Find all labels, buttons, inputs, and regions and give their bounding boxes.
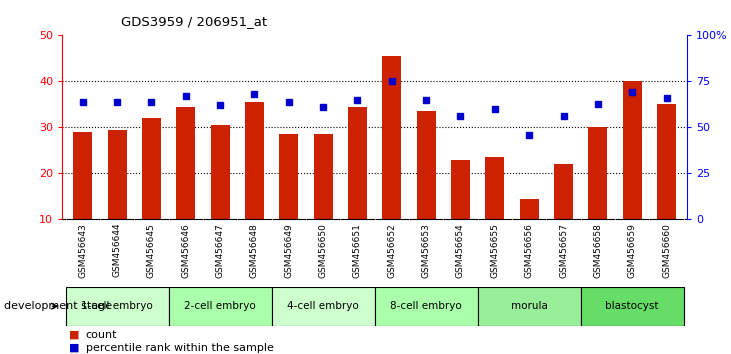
Text: GSM456659: GSM456659 xyxy=(628,223,637,278)
Bar xyxy=(245,102,264,219)
Text: 1-cell embryo: 1-cell embryo xyxy=(81,301,153,311)
Text: GSM456650: GSM456650 xyxy=(319,223,327,278)
Bar xyxy=(279,134,298,219)
Text: 8-cell embryo: 8-cell embryo xyxy=(390,301,462,311)
Text: GSM456646: GSM456646 xyxy=(181,223,190,278)
Bar xyxy=(142,118,161,219)
Bar xyxy=(66,287,169,326)
Text: GSM456658: GSM456658 xyxy=(594,223,602,278)
Text: GSM456647: GSM456647 xyxy=(216,223,224,278)
Bar xyxy=(417,111,436,219)
Bar xyxy=(73,132,92,219)
Bar xyxy=(520,199,539,219)
Bar xyxy=(451,160,470,219)
Text: GSM456648: GSM456648 xyxy=(250,223,259,278)
Text: blastocyst: blastocyst xyxy=(605,301,659,311)
Text: percentile rank within the sample: percentile rank within the sample xyxy=(86,343,273,353)
Bar xyxy=(580,287,683,326)
Text: ■: ■ xyxy=(69,343,80,353)
Bar xyxy=(107,130,126,219)
Text: 4-cell embryo: 4-cell embryo xyxy=(287,301,359,311)
Bar xyxy=(272,287,375,326)
Text: ■: ■ xyxy=(69,330,80,339)
Bar xyxy=(477,287,580,326)
Text: GSM456654: GSM456654 xyxy=(456,223,465,278)
Text: GSM456653: GSM456653 xyxy=(422,223,431,278)
Text: GSM456643: GSM456643 xyxy=(78,223,87,278)
Bar xyxy=(375,287,477,326)
Bar xyxy=(382,56,401,219)
Text: GSM456656: GSM456656 xyxy=(525,223,534,278)
Text: GDS3959 / 206951_at: GDS3959 / 206951_at xyxy=(121,15,267,28)
Text: GSM456655: GSM456655 xyxy=(491,223,499,278)
Text: development stage: development stage xyxy=(4,301,112,311)
Text: GSM456644: GSM456644 xyxy=(113,223,121,278)
Bar xyxy=(314,134,333,219)
Text: count: count xyxy=(86,330,117,339)
Bar xyxy=(211,125,230,219)
Text: GSM456660: GSM456660 xyxy=(662,223,671,278)
Bar xyxy=(588,127,607,219)
Bar xyxy=(657,104,676,219)
Bar xyxy=(623,81,642,219)
Bar xyxy=(348,107,367,219)
Text: GSM456657: GSM456657 xyxy=(559,223,568,278)
Text: 2-cell embryo: 2-cell embryo xyxy=(184,301,256,311)
Bar xyxy=(169,287,272,326)
Text: GSM456652: GSM456652 xyxy=(387,223,396,278)
Bar xyxy=(485,157,504,219)
Bar xyxy=(554,164,573,219)
Text: morula: morula xyxy=(511,301,548,311)
Text: GSM456645: GSM456645 xyxy=(147,223,156,278)
Bar xyxy=(176,107,195,219)
Text: GSM456651: GSM456651 xyxy=(353,223,362,278)
Text: GSM456649: GSM456649 xyxy=(284,223,293,278)
